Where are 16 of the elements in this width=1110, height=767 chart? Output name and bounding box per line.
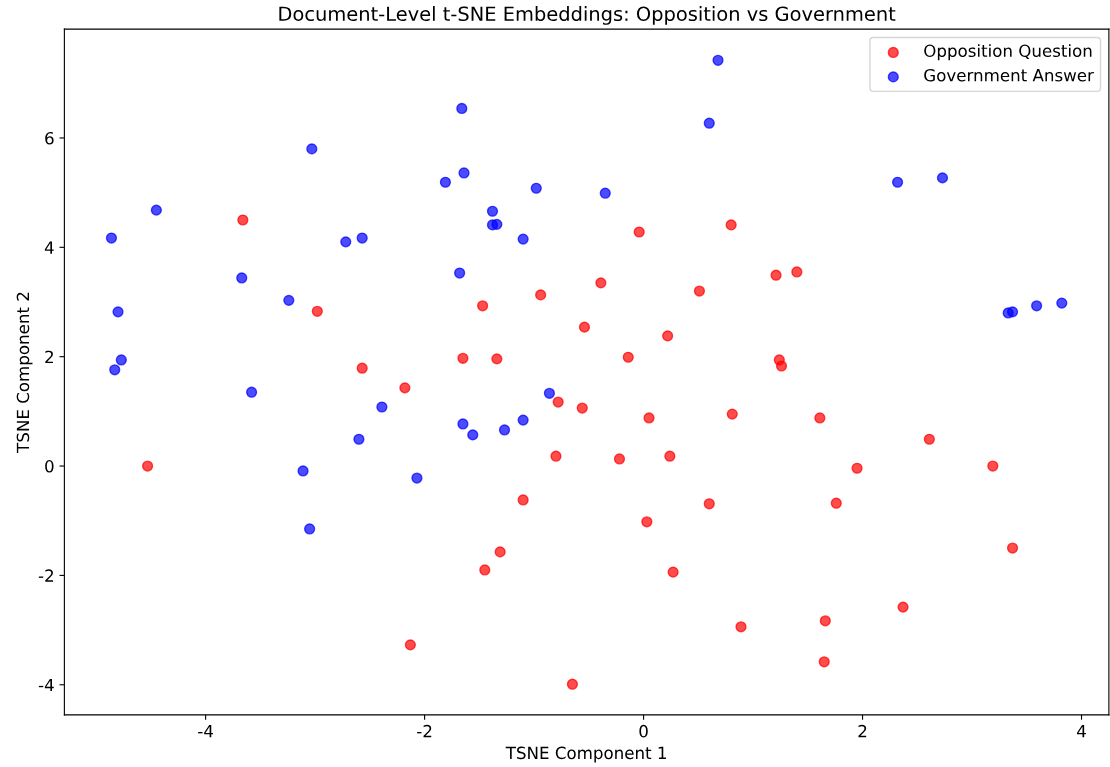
y-tick-label: 6	[45, 131, 54, 145]
y-tick-label: -2	[38, 569, 53, 582]
chart-title: Document-Level t-SNE Embeddings: Opposition vs Government	[279, 6, 896, 25]
x-tick-label: 0	[639, 724, 648, 738]
y-axis-title: TSNE Component 2	[16, 292, 33, 453]
legend-label: Government Answer	[924, 68, 1094, 82]
x-tick-label: -2	[417, 724, 432, 738]
y-tick-label: 2	[45, 350, 53, 364]
x-tick-label: 4	[1077, 725, 1086, 738]
legend-label: Opposition Question	[924, 44, 1092, 61]
x-tick-label: 2	[858, 724, 867, 738]
y-tick-label: 0	[45, 460, 54, 473]
x-tick-label: -4	[198, 725, 213, 738]
y-tick-label: -4	[38, 678, 54, 692]
x-axis-title: TSNE Component 1	[505, 746, 666, 763]
y-tick-label: 4	[44, 241, 54, 254]
